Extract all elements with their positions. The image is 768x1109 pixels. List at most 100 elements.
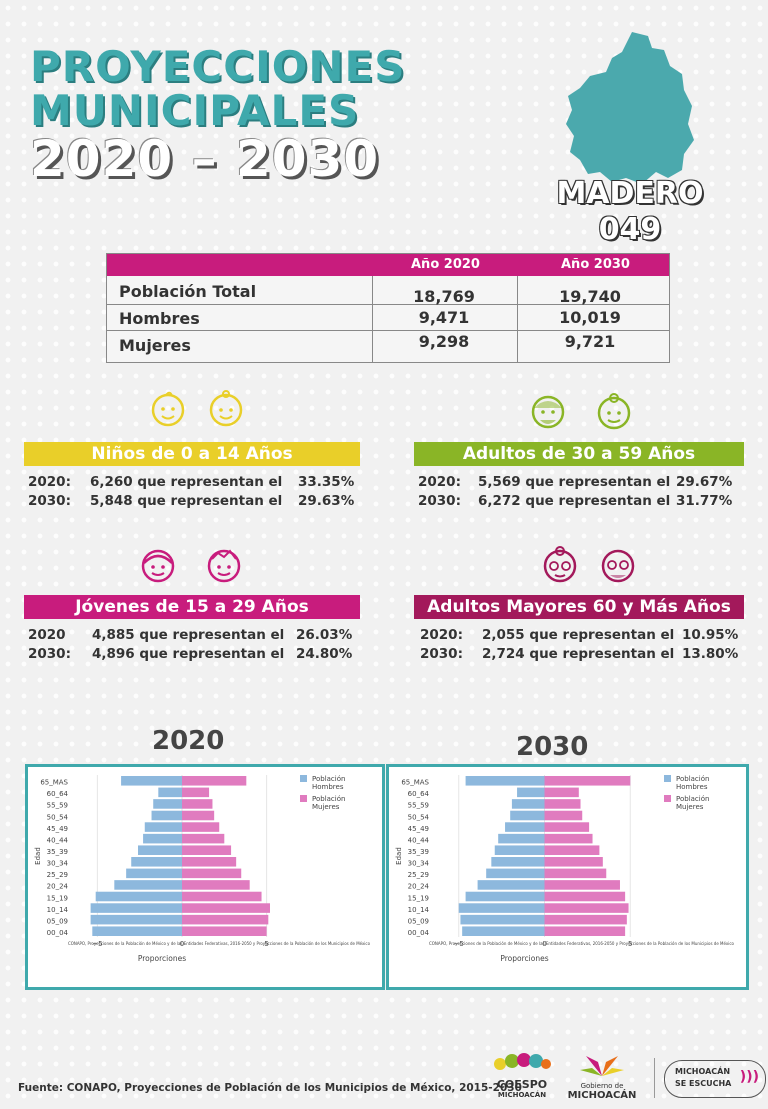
bar-hombres: [138, 845, 182, 855]
escucha-line2: SE ESCUCHA: [675, 1079, 732, 1088]
legend-label: Hombres: [312, 783, 344, 791]
header-2030: Año 2030: [561, 257, 630, 272]
bar-mujeres: [544, 833, 593, 844]
bar-hombres: [505, 822, 545, 832]
bar-hombres: [460, 914, 545, 925]
bar-hombres: [477, 880, 545, 890]
tick-label: −5: [92, 940, 102, 948]
gobierno-logo: Gobierno de MICHOACÁN: [562, 1052, 642, 1102]
row-label: Población Total: [119, 282, 257, 301]
summary-table: Año 2020 Año 2030 Población Total 18,769…: [106, 253, 670, 363]
young-woman-icon: [141, 549, 175, 583]
group-bar-adultos: Adultos de 30 a 59 Años: [414, 442, 744, 466]
bar-mujeres: [182, 845, 232, 855]
tick-label: 45_49: [47, 825, 68, 833]
source-footer: Fuente: CONAPO, Proyecciones de Població…: [18, 1082, 522, 1094]
bar-mujeres: [544, 822, 590, 832]
adult-woman-icon: [597, 393, 631, 430]
gobierno-sub: MICHOACÁN: [567, 1090, 637, 1101]
bar-hombres: [511, 799, 545, 809]
tick-label: 65_MAS: [40, 779, 68, 787]
tick-label: 30_34: [47, 860, 69, 868]
adult-man-icon: [531, 395, 565, 429]
bar-mujeres: [544, 776, 631, 786]
legend-label: Mujeres: [312, 803, 340, 811]
row-pct: 26.03%: [296, 627, 353, 643]
bar-hombres: [491, 857, 545, 867]
row-text: 2,724 que representan el: [482, 646, 675, 662]
row-label: Hombres: [119, 309, 200, 328]
row-text: 6,260 que representan el: [90, 474, 283, 490]
bar-hombres: [131, 857, 182, 867]
row-pct: 29.63%: [298, 493, 355, 509]
tick-label: 0: [180, 940, 184, 948]
row-text: 5,848 que representan el: [90, 493, 283, 509]
bar-mujeres: [182, 891, 262, 902]
table-divider: [107, 304, 669, 305]
chart-year-2030: 2030: [516, 732, 589, 762]
row-value: 19,740: [559, 287, 621, 306]
row-year: 2020:: [420, 627, 463, 643]
tick-label: 65_MAS: [401, 779, 429, 787]
gobierno-text: Gobierno de: [580, 1082, 624, 1090]
tick-label: 55_59: [47, 802, 68, 810]
row-pct: 24.80%: [296, 646, 353, 662]
row-label: Mujeres: [119, 336, 191, 355]
bar-mujeres: [182, 776, 247, 786]
bar-hombres: [510, 810, 545, 821]
bar-hombres: [465, 891, 545, 902]
bar-hombres: [92, 926, 182, 936]
tick-label: 25_29: [47, 871, 68, 879]
bar-hombres: [494, 845, 545, 855]
row-value: 9,298: [418, 332, 470, 351]
baby-boy-icon: [151, 391, 185, 427]
group-row: 2020: 2,055 que representan el 10.95%: [420, 627, 760, 645]
row-value: 9,471: [418, 308, 470, 327]
municipality-code: 049: [598, 212, 662, 247]
tick-label: 05_09: [408, 917, 429, 925]
bar-hombres: [465, 776, 545, 786]
source-note: CONAPO, Proyecciones de la Población de …: [68, 940, 370, 947]
pyramid-svg-2020: 00_04 05_09 10_14 15_19 20_24 25_29 30_34 35_39…: [34, 775, 370, 963]
bar-mujeres: [182, 926, 267, 936]
bar-mujeres: [544, 891, 626, 902]
bar-hombres: [90, 903, 182, 913]
tick-label: 35_39: [408, 848, 429, 856]
group-bar-mayores: Adultos Mayores 60 y Más Años: [414, 595, 744, 619]
tick-label: 55_59: [408, 802, 429, 810]
row-year: 2020:: [418, 474, 461, 490]
row-text: 4,885 que representan el: [92, 627, 285, 643]
tick-label: 10_14: [408, 906, 430, 914]
row-pct: 13.80%: [682, 646, 739, 662]
row-value: 18,769: [413, 287, 475, 306]
row-pct: 29.67%: [676, 474, 733, 490]
legend-label: Población: [312, 775, 345, 783]
bar-mujeres: [544, 787, 579, 798]
title-line-2: MUNICIPALES: [30, 86, 360, 135]
coespo-logo: COESPO MICHOACÁN: [492, 1052, 552, 1102]
y-axis-label: Edad: [34, 847, 42, 865]
bar-mujeres: [544, 857, 603, 867]
coespo-figures-icon: [494, 1053, 551, 1070]
row-year: 2030:: [28, 493, 71, 509]
bar-hombres: [126, 868, 182, 879]
tick-label: 50_54: [408, 813, 430, 821]
tick-label: 40_44: [408, 836, 430, 844]
michoacan-escucha-logo: MICHOACÁN SE ESCUCHA ))): [664, 1060, 766, 1098]
bar-hombres: [498, 833, 545, 844]
pyramid-chart-2020: 00_04 05_09 10_14 15_19 20_24 25_29 30_34 35_39…: [25, 764, 385, 990]
tick-label: 20_24: [408, 883, 430, 891]
row-text: 5,569 que representan el: [478, 474, 671, 490]
baby-girl-icon: [209, 390, 243, 427]
bar-mujeres: [544, 845, 600, 855]
x-axis-label: Proporciones: [138, 954, 186, 963]
table-divider: [372, 276, 373, 362]
legend-swatch: [300, 775, 307, 782]
legend-label: Población: [676, 775, 709, 783]
row-pct: 10.95%: [682, 627, 739, 643]
bar-mujeres: [182, 787, 210, 798]
pyramid-chart-2030: 00_04 05_09 10_14 15_19 20_24 25_29 30_34 35_39…: [386, 764, 749, 990]
bar-hombres: [462, 926, 545, 936]
bar-mujeres: [544, 903, 629, 913]
row-year: 2020:: [28, 474, 71, 490]
